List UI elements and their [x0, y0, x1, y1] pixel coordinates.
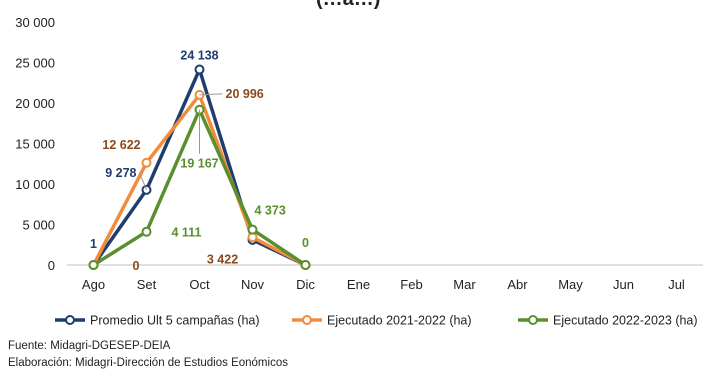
data-label: 19 167 [180, 157, 218, 171]
x-tick-label: Dic [296, 277, 315, 292]
legend-label: Ejecutado 2021-2022 (ha) [327, 314, 472, 328]
x-tick-label: Nov [241, 277, 265, 292]
data-label: 3 422 [207, 252, 238, 266]
x-tick-label: Jul [668, 277, 685, 292]
x-tick-label: Abr [507, 277, 528, 292]
source-note: Fuente: Midagri-DGESEP-DEIA [8, 340, 171, 352]
y-tick-label: 25 000 [15, 56, 55, 71]
x-tick-label: Oct [189, 277, 210, 292]
data-label: 0 [133, 259, 140, 273]
y-tick-label: 15 000 [15, 137, 55, 152]
legend: Promedio Ult 5 campañas (ha) Ejecutado 20… [55, 314, 698, 328]
data-point [247, 224, 258, 235]
y-tick-label: 0 [48, 258, 55, 273]
y-tick-label: 10 000 [15, 177, 55, 192]
data-label: 4 111 [172, 226, 202, 240]
data-label: 20 996 [226, 87, 264, 101]
legend-swatch-marker [302, 315, 312, 325]
data-label: 24 138 [180, 48, 218, 62]
data-label: 0 [302, 236, 309, 250]
y-tick-label: 5 000 [22, 218, 55, 233]
data-label: 4 373 [255, 204, 286, 218]
data-label: 9 278 [105, 166, 136, 180]
legend-label: Ejecutado 2022-2023 (ha) [553, 314, 698, 328]
axes: 0 5 000 10 000 15 000 20 000 25 000 30 000 Ago S… [15, 15, 703, 292]
data-point [141, 157, 152, 168]
x-tick-label: Ago [82, 277, 105, 292]
y-tick-label: 20 000 [15, 96, 55, 111]
data-label: 12 622 [102, 138, 140, 152]
data-point [141, 226, 152, 237]
x-tick-label: Ene [347, 277, 370, 292]
label-leader-line [199, 93, 223, 96]
line-chart: 0 5 000 10 000 15 000 20 000 25 000 30 000 Ago S… [15, 15, 703, 328]
legend-swatch-marker [65, 315, 75, 325]
y-tick-label: 30 000 [15, 15, 55, 30]
x-tick-label: Jun [613, 277, 634, 292]
data-label: 1 [90, 237, 97, 251]
data-point [88, 260, 99, 270]
x-tick-label: Feb [400, 277, 422, 292]
credit-note: Elaboración: Midagri-Dirección de Estudi… [8, 357, 288, 369]
x-tick-label: Mar [453, 277, 476, 292]
data-point [300, 260, 311, 270]
legend-label: Promedio Ult 5 campañas (ha) [90, 314, 260, 328]
legend-swatch-marker [528, 315, 538, 325]
chart-title-fragment: (…a…) [316, 0, 380, 11]
x-tick-label: Set [137, 277, 157, 292]
label-leader-line [139, 172, 147, 191]
data-labels: 1 9 278 24 138 0 12 622 20 996 3 422 4 111 19 16… [90, 48, 309, 273]
data-point [194, 64, 205, 75]
x-tick-label: May [558, 277, 583, 292]
